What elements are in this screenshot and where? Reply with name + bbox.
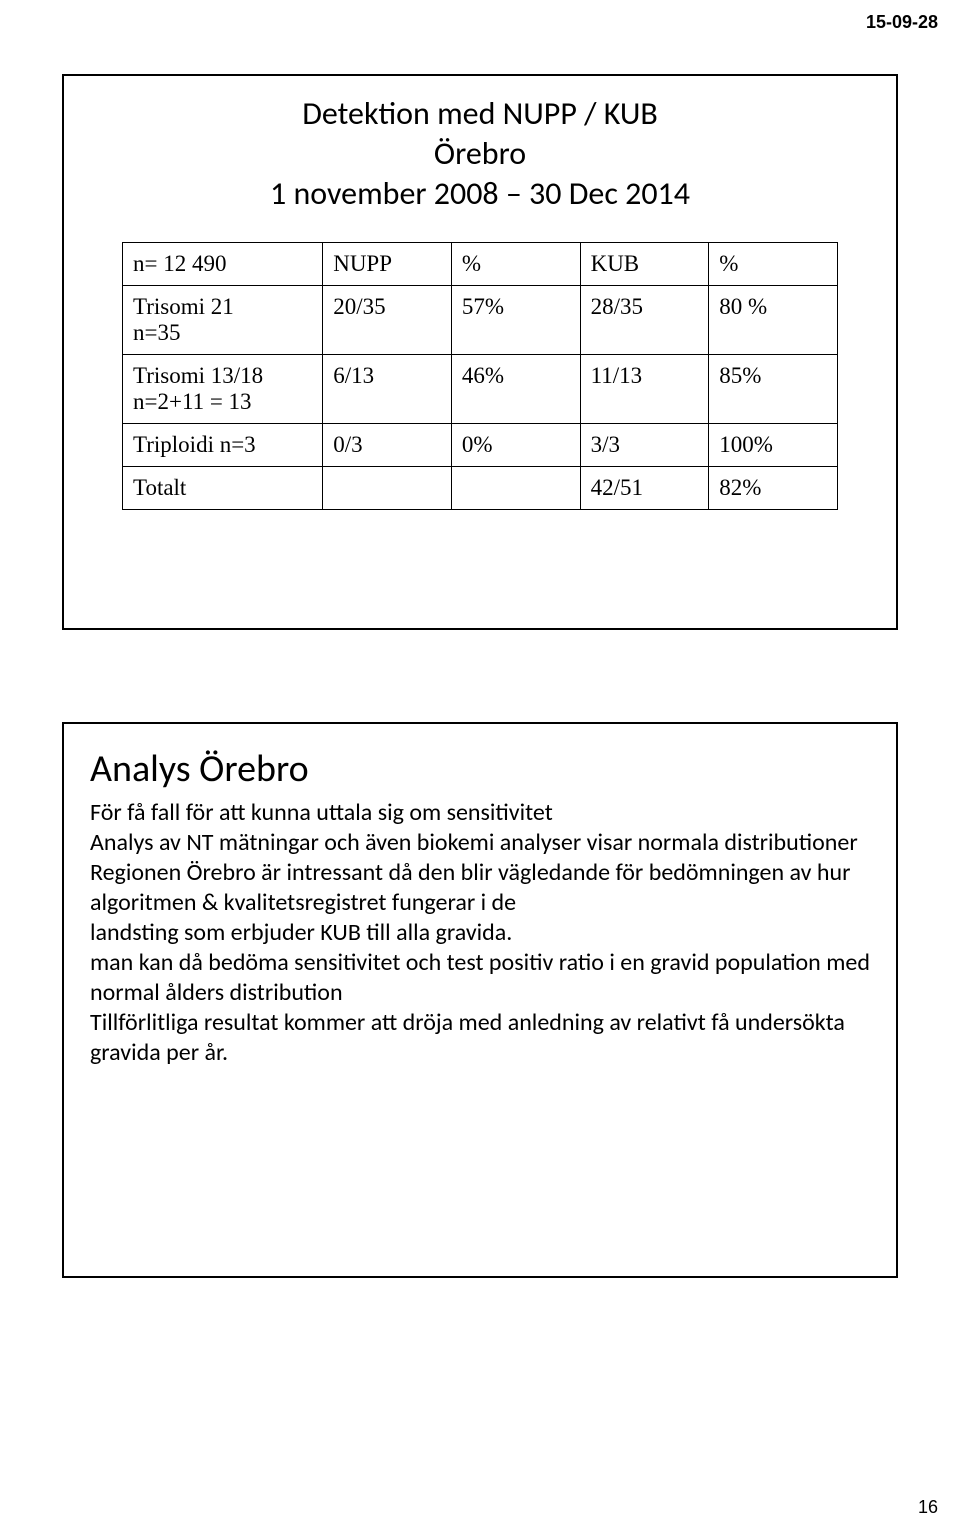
panel1-title-line2: Örebro <box>122 134 838 174</box>
body-line: Analys av NT mätningar och även biokemi … <box>90 828 870 858</box>
th-pct2: % <box>709 243 838 286</box>
page: 15-09-28 Detektion med NUPP / KUB Örebro… <box>0 0 960 1534</box>
cell-label-l1: Totalt <box>133 475 186 500</box>
date-header: 15-09-28 <box>866 12 938 33</box>
cell: 42/51 <box>580 467 709 510</box>
th-pct1: % <box>451 243 580 286</box>
panel1-title-line3: 1 november 2008 – 30 Dec 2014 <box>122 174 838 214</box>
cell: 3/3 <box>580 424 709 467</box>
table-header-row: n= 12 490 NUPP % KUB % <box>123 243 838 286</box>
cell-label: Triploidi n=3 <box>123 424 323 467</box>
cell: 0/3 <box>323 424 452 467</box>
body-line: För få fall för att kunna uttala sig om … <box>90 798 870 828</box>
cell-label: Trisomi 21 n=35 <box>123 286 323 355</box>
cell: 46% <box>451 355 580 424</box>
panel2-body: För få fall för att kunna uttala sig om … <box>90 798 870 1068</box>
table-row: Trisomi 21 n=35 20/35 57% 28/35 80 % <box>123 286 838 355</box>
cell: 6/13 <box>323 355 452 424</box>
panel-detection-table: Detektion med NUPP / KUB Örebro 1 novemb… <box>62 74 898 630</box>
cell <box>323 467 452 510</box>
th-kub: KUB <box>580 243 709 286</box>
cell-label-l1: Trisomi 13/18 <box>133 363 263 388</box>
body-line: Regionen Örebro är intressant då den bli… <box>90 858 870 918</box>
detection-table: n= 12 490 NUPP % KUB % Trisomi 21 n=35 2… <box>122 242 838 510</box>
th-n: n= 12 490 <box>123 243 323 286</box>
cell: 20/35 <box>323 286 452 355</box>
cell-label-l2: n=35 <box>133 320 180 345</box>
table-row: Totalt 42/51 82% <box>123 467 838 510</box>
table-row: Triploidi n=3 0/3 0% 3/3 100% <box>123 424 838 467</box>
body-line: landsting som erbjuder KUB till alla gra… <box>90 918 870 948</box>
body-line: man kan då bedöma sensitivitet och test … <box>90 948 870 1008</box>
body-line: Tillförlitliga resultat kommer att dröja… <box>90 1008 870 1068</box>
panel2-heading: Analys Örebro <box>90 746 870 792</box>
cell-label-l2: n=2+11 = 13 <box>133 389 252 414</box>
cell: 0% <box>451 424 580 467</box>
cell: 82% <box>709 467 838 510</box>
cell-label-l1: Triploidi n=3 <box>133 432 256 457</box>
cell: 100% <box>709 424 838 467</box>
page-number: 16 <box>918 1497 938 1518</box>
cell: 57% <box>451 286 580 355</box>
panel1-title: Detektion med NUPP / KUB Örebro 1 novemb… <box>122 94 838 214</box>
cell-label: Trisomi 13/18 n=2+11 = 13 <box>123 355 323 424</box>
cell: 85% <box>709 355 838 424</box>
cell: 11/13 <box>580 355 709 424</box>
cell-label-l1: Trisomi 21 <box>133 294 234 319</box>
cell: 28/35 <box>580 286 709 355</box>
th-nupp: NUPP <box>323 243 452 286</box>
cell: 80 % <box>709 286 838 355</box>
cell-label: Totalt <box>123 467 323 510</box>
cell <box>451 467 580 510</box>
table-row: Trisomi 13/18 n=2+11 = 13 6/13 46% 11/13… <box>123 355 838 424</box>
panel-analysis: Analys Örebro För få fall för att kunna … <box>62 722 898 1278</box>
panel1-title-line1: Detektion med NUPP / KUB <box>122 94 838 134</box>
